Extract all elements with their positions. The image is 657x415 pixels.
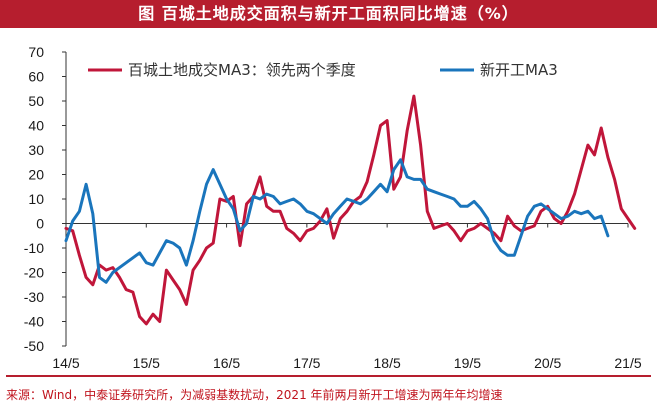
x-tick-label: 14/5: [52, 355, 79, 371]
x-tick-label: 17/5: [293, 355, 320, 371]
y-tick-label: 10: [28, 191, 44, 207]
new-construction-line: [64, 158, 610, 284]
y-tick-label: -10: [24, 240, 44, 256]
x-tick-label: 21/5: [614, 355, 641, 371]
x-tick-label: 18/5: [374, 355, 401, 371]
y-axis: 70 60 50 40 30 20 10 0 -10 -20 -30 -40 -50: [24, 44, 67, 354]
y-tick-label: 40: [28, 118, 44, 134]
series-lines: [64, 94, 637, 326]
x-tick-label: 19/5: [454, 355, 481, 371]
y-tick-label: 30: [28, 142, 44, 158]
x-tick-label: 16/5: [213, 355, 240, 371]
legend-label-construction: 新开工MA3: [480, 61, 558, 79]
footer-divider: [6, 375, 651, 377]
y-tick-label: 60: [28, 69, 44, 85]
title-bar: [0, 0, 657, 28]
y-tick-label: -30: [24, 289, 44, 305]
y-tick-label: -40: [24, 314, 44, 330]
y-tick-label: -20: [24, 265, 44, 281]
x-axis: 14/5 15/5 16/5 17/5 18/5 19/5 20/5 21/5: [52, 223, 642, 371]
y-tick-label: 70: [28, 44, 44, 60]
x-tick-label: 20/5: [534, 355, 561, 371]
source-note: 来源：Wind，中泰证券研究所，为减弱基数扰动，2021 年前两月新开工增速为两…: [6, 388, 503, 402]
y-tick-label: 20: [28, 167, 44, 183]
y-tick-label: 50: [28, 93, 44, 109]
chart-title: 图 百城土地成交面积与新开工面积同比增速（%）: [138, 4, 519, 23]
y-tick-label: -50: [24, 338, 44, 354]
land-transaction-line: [64, 94, 637, 326]
y-tick-label: 0: [36, 216, 44, 232]
legend-label-land: 百城土地成交MA3：领先两个季度: [128, 61, 356, 79]
x-tick-label: 15/5: [133, 355, 160, 371]
legend: 百城土地成交MA3：领先两个季度 新开工MA3: [88, 61, 558, 79]
